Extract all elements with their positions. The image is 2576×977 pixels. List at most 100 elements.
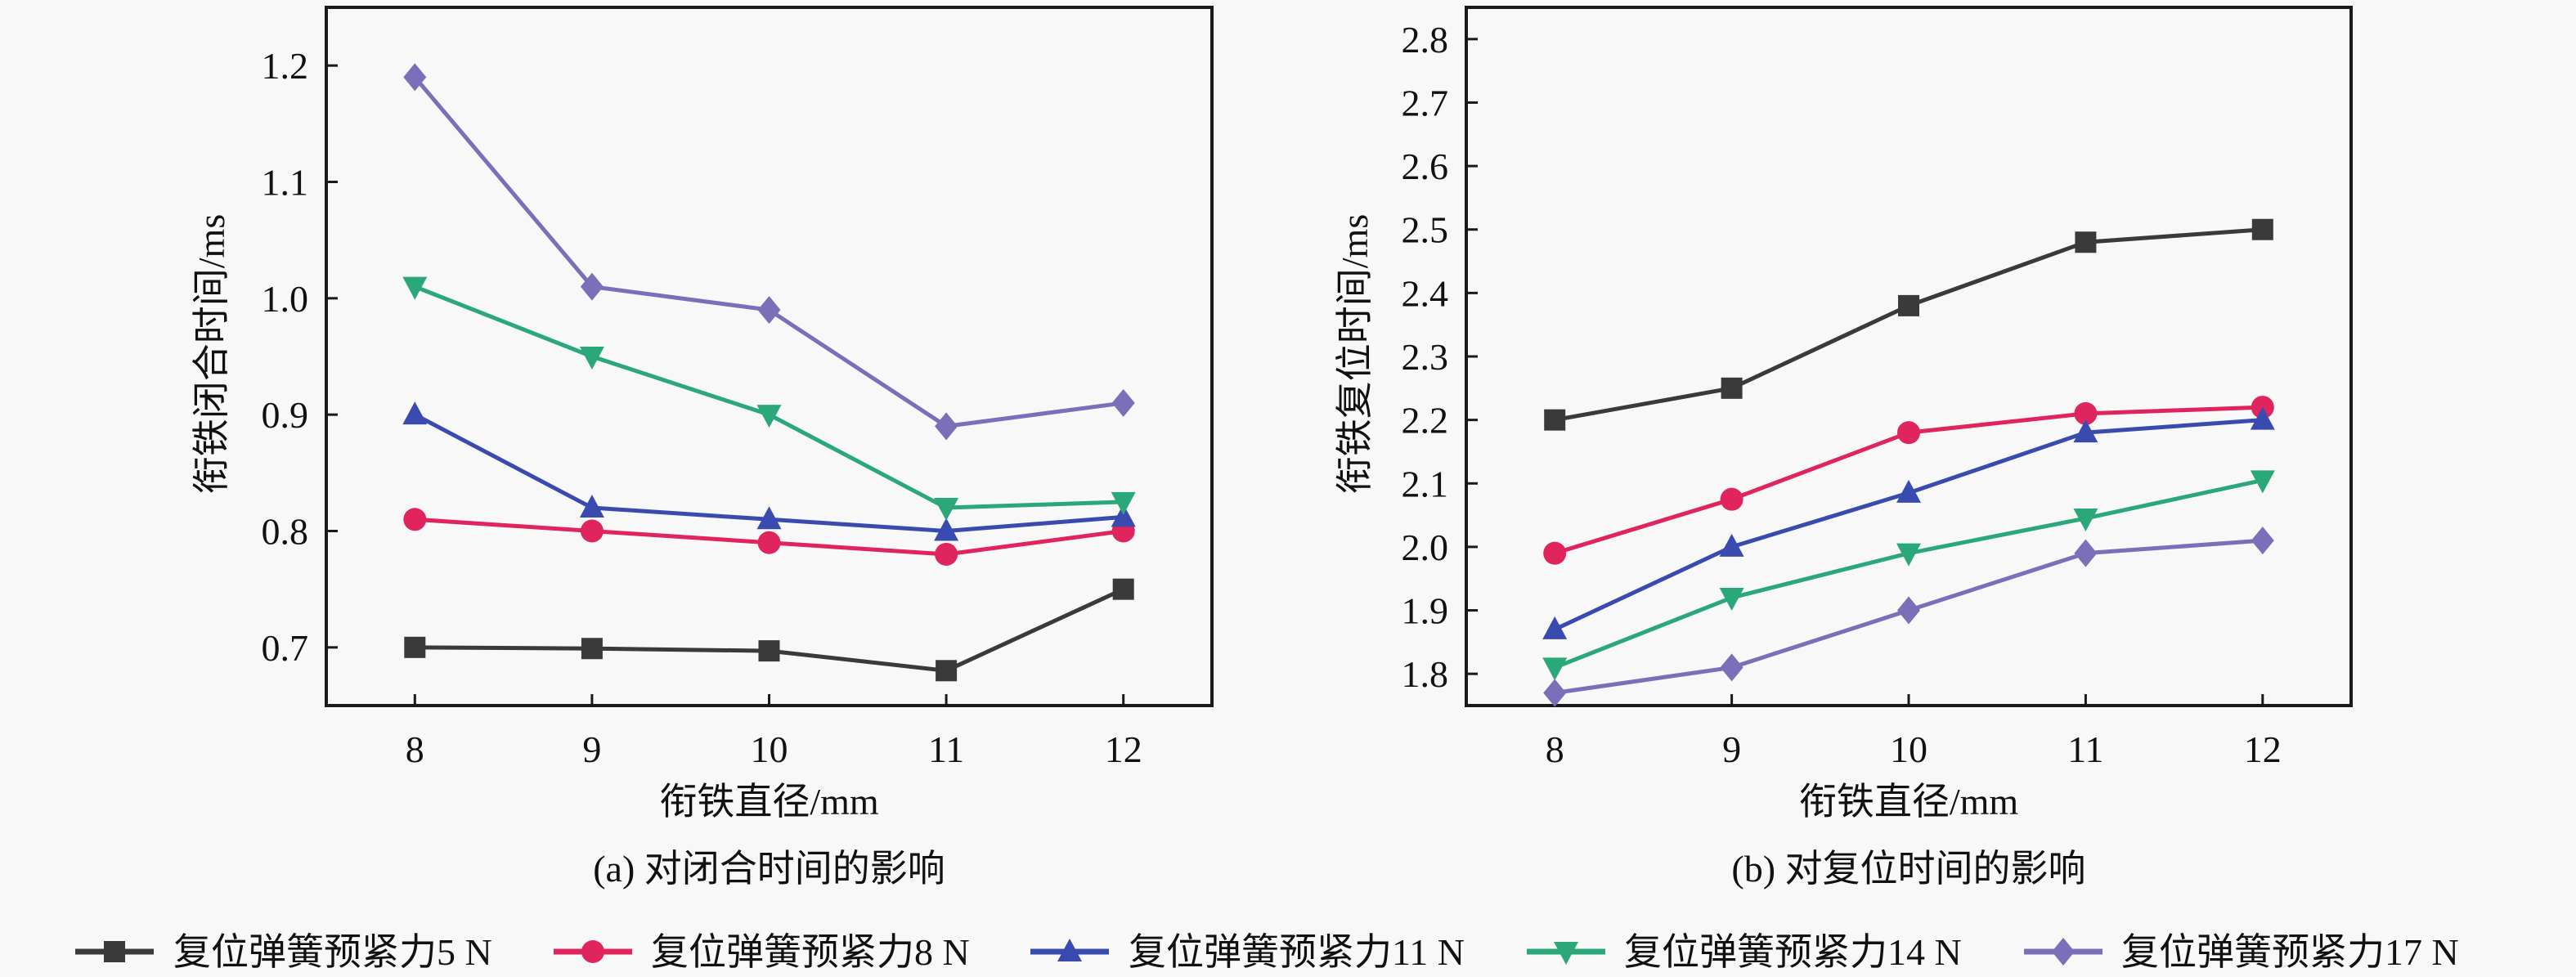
series-2 xyxy=(1543,396,2274,565)
data-point-diamond xyxy=(403,63,427,92)
data-point-triangle-up xyxy=(579,495,604,518)
series-3 xyxy=(1542,406,2275,639)
y-tick-label: 2.4 xyxy=(1402,272,1449,314)
x-tick-label: 10 xyxy=(751,728,788,770)
y-tick-label: 1.9 xyxy=(1402,590,1449,632)
legend: 复位弹簧预紧力5 N 复位弹簧预紧力8 N 复位弹簧预紧力11 N 复位弹簧预紧力14… xyxy=(75,931,2459,973)
data-point-diamond xyxy=(2251,527,2274,555)
x-tick-label: 11 xyxy=(928,728,964,770)
legend-marker-square xyxy=(104,941,125,962)
data-point-triangle-down xyxy=(402,276,428,300)
legend-label: 复位弹簧预紧力14 N xyxy=(1624,931,1962,973)
legend-marker-diamond xyxy=(2052,938,2075,966)
y-tick-label: 2.2 xyxy=(1402,400,1449,441)
data-point-circle xyxy=(1543,541,1567,565)
data-point-triangle-down xyxy=(2073,508,2098,531)
series-line xyxy=(1554,477,2264,670)
legend-item: 复位弹簧预紧力17 N xyxy=(2024,931,2459,973)
legend-item: 复位弹簧预紧力11 N xyxy=(1030,931,1465,973)
legend-marker-triangle-down xyxy=(1554,942,1578,965)
data-point-diamond xyxy=(580,272,604,301)
legend-label: 复位弹簧预紧力8 N xyxy=(651,931,970,973)
x-axis-title: 衔铁直径/mm xyxy=(1799,781,2019,822)
data-point-diamond xyxy=(1720,653,1744,682)
data-point-circle xyxy=(403,508,427,531)
data-point-triangle-up xyxy=(1719,533,1744,557)
data-point-triangle-down xyxy=(1111,491,1136,515)
data-point-triangle-up xyxy=(402,401,428,425)
series-1 xyxy=(404,578,1134,682)
x-tick-label: 12 xyxy=(1105,728,1142,770)
panel-a-closing-time: 8 9 10 11 12 0.7 0.8 0.9 1.0 1.1 1.2 衔铁直径/mm 衔铁闭合时间/… xyxy=(191,6,1214,890)
panel-caption: (b) 对复位时间的影响 xyxy=(1731,848,2085,890)
y-tick-label: 1.0 xyxy=(262,278,309,320)
y-tick-label: 2.3 xyxy=(1402,336,1449,378)
data-point-triangle-down xyxy=(756,405,782,428)
legend-label: 复位弹簧预紧力11 N xyxy=(1129,931,1465,973)
x-tick-label: 11 xyxy=(2067,728,2103,770)
data-point-diamond xyxy=(1543,679,1567,707)
x-tick-label: 8 xyxy=(406,728,424,770)
data-point-square xyxy=(1721,377,1743,399)
y-tick-label: 0.7 xyxy=(262,627,309,669)
data-point-square xyxy=(1544,409,1566,431)
x-tick-label: 8 xyxy=(1546,728,1564,770)
y-axis-title: 衔铁闭合时间/ms xyxy=(191,214,232,494)
data-point-square xyxy=(404,636,426,658)
data-point-square xyxy=(2251,218,2273,240)
y-tick-label: 2.0 xyxy=(1402,527,1449,568)
data-point-circle xyxy=(1897,421,1920,445)
x-axis-title: 衔铁直径/mm xyxy=(659,781,879,822)
data-point-square xyxy=(581,638,603,660)
data-point-triangle-up xyxy=(934,518,959,541)
x-tick-label: 12 xyxy=(2244,728,2282,770)
data-point-triangle-down xyxy=(934,498,959,522)
series-5 xyxy=(403,63,1135,441)
data-point-square xyxy=(758,640,780,662)
data-point-diamond xyxy=(1111,388,1135,417)
series-5 xyxy=(1543,527,2274,707)
data-point-square xyxy=(936,660,958,682)
x-tick-label: 9 xyxy=(582,728,601,770)
series-line xyxy=(413,75,1124,428)
legend-label: 复位弹簧预紧力17 N xyxy=(2121,931,2459,973)
data-point-circle xyxy=(580,519,604,543)
legend-marker-circle xyxy=(581,940,604,963)
x-tick-label: 10 xyxy=(1890,728,1928,770)
y-tick-label: 2.6 xyxy=(1402,146,1449,187)
data-point-triangle-up xyxy=(1542,616,1568,639)
y-axis-title: 衔铁复位时间/ms xyxy=(1334,214,1376,494)
series-4 xyxy=(402,276,1136,522)
data-point-triangle-down xyxy=(1896,543,1921,567)
data-point-triangle-down xyxy=(2250,470,2275,494)
series-3 xyxy=(402,401,1136,541)
y-tick-label: 0.8 xyxy=(262,511,309,553)
legend-item: 复位弹簧预紧力5 N xyxy=(75,931,492,973)
y-tick-label: 2.7 xyxy=(1402,82,1449,123)
series-line xyxy=(1554,227,2263,423)
series-1 xyxy=(1544,218,2273,431)
data-point-circle xyxy=(2074,401,2098,425)
legend-item: 复位弹簧预紧力14 N xyxy=(1527,931,1962,973)
data-point-square xyxy=(1898,294,1919,316)
x-tick-label: 9 xyxy=(1722,728,1741,770)
panel-caption: (a) 对闭合时间的影响 xyxy=(593,848,945,890)
data-point-diamond xyxy=(1897,596,1920,625)
y-tick-label: 1.1 xyxy=(262,162,309,204)
data-point-circle xyxy=(757,531,781,554)
plot-frame xyxy=(325,6,1214,707)
legend-marker-triangle-up xyxy=(1057,939,1082,961)
y-tick-label: 2.5 xyxy=(1402,209,1449,251)
legend-label: 复位弹簧预紧力5 N xyxy=(173,931,492,973)
data-point-triangle-down xyxy=(1542,657,1568,681)
legend-item: 复位弹簧预紧力8 N xyxy=(554,931,970,973)
data-point-diamond xyxy=(2074,539,2098,567)
data-point-square xyxy=(1112,578,1134,600)
data-point-triangle-up xyxy=(756,506,782,530)
y-tick-label: 1.2 xyxy=(262,45,309,87)
data-point-triangle-up xyxy=(2250,406,2275,430)
series-4 xyxy=(1542,470,2275,681)
data-point-triangle-up xyxy=(1896,479,1921,503)
data-point-diamond xyxy=(935,412,958,441)
